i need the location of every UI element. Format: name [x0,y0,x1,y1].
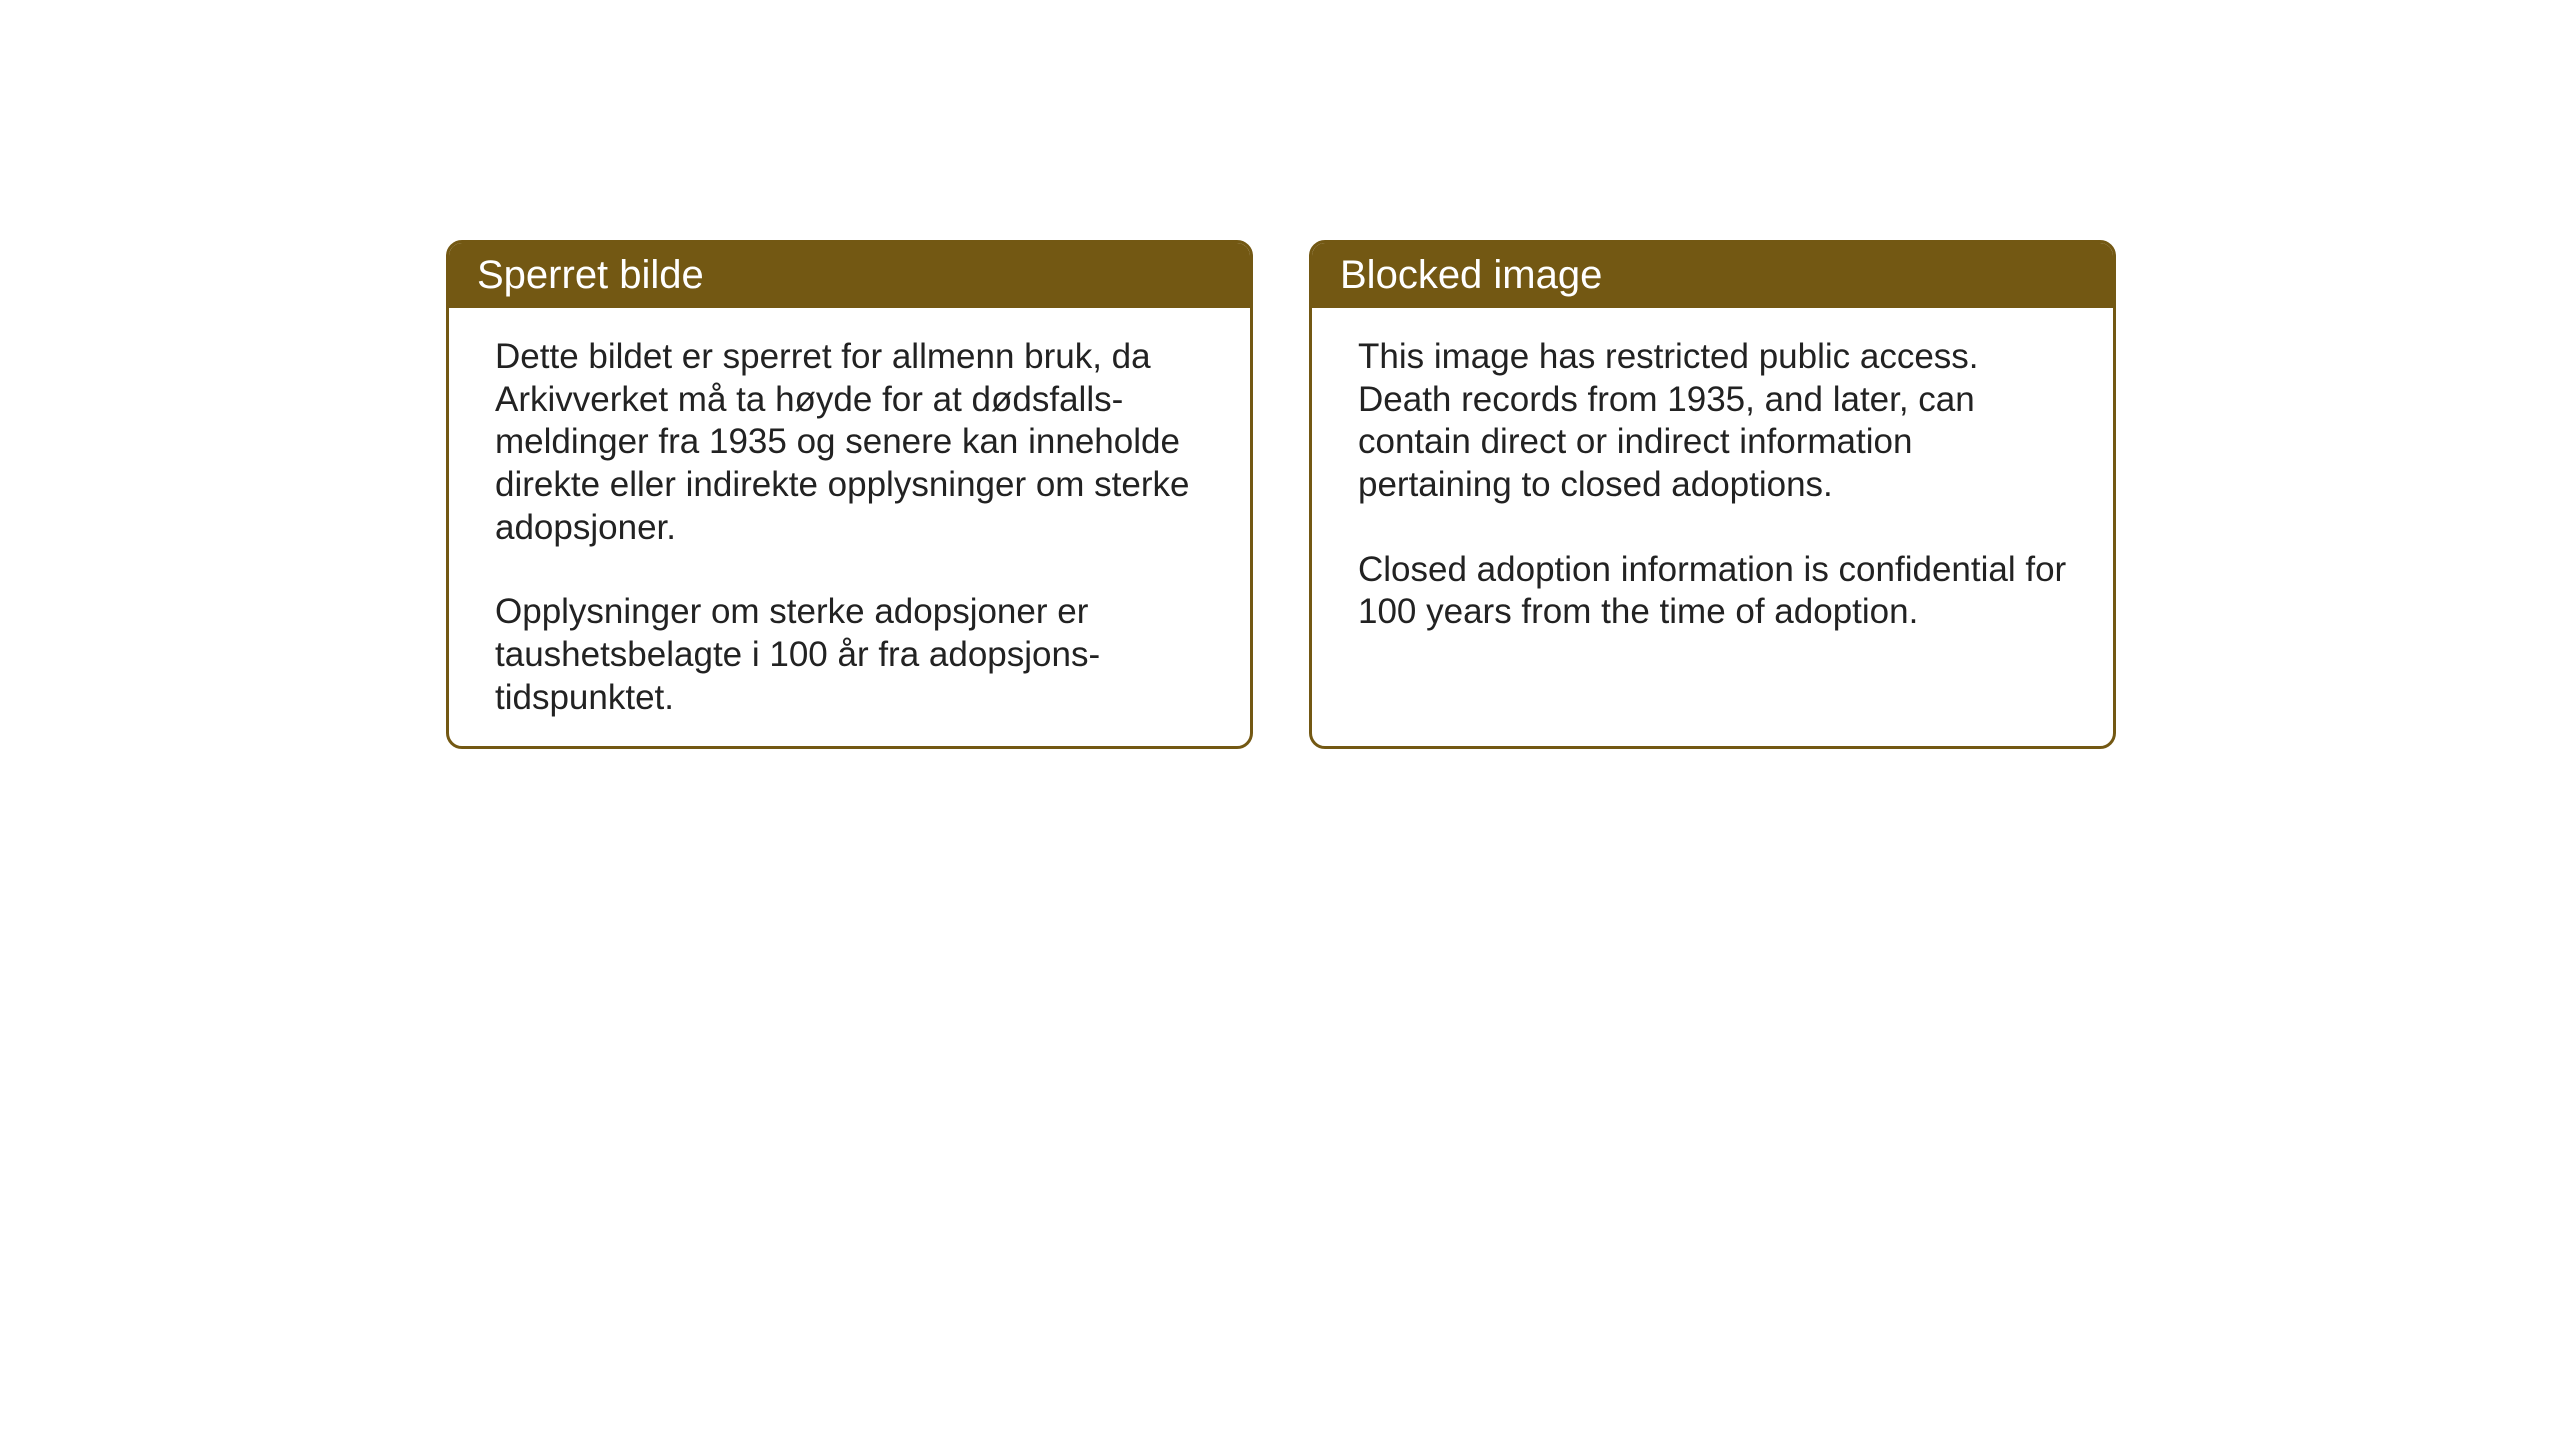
notice-paragraph-2-norwegian: Opplysninger om sterke adopsjoner er tau… [495,591,1204,719]
notice-header-english: Blocked image [1312,243,2113,308]
notice-card-english: Blocked image This image has restricted … [1309,240,2116,749]
notice-card-norwegian: Sperret bilde Dette bildet er sperret fo… [446,240,1253,749]
notice-title-english: Blocked image [1340,253,1602,297]
notice-title-norwegian: Sperret bilde [477,253,704,297]
notice-paragraph-1-norwegian: Dette bildet er sperret for allmenn bruk… [495,336,1204,549]
notice-container: Sperret bilde Dette bildet er sperret fo… [446,240,2116,749]
notice-paragraph-2-english: Closed adoption information is confident… [1358,549,2067,634]
notice-header-norwegian: Sperret bilde [449,243,1250,308]
notice-paragraph-1-english: This image has restricted public access.… [1358,336,2067,507]
notice-body-english: This image has restricted public access.… [1312,308,2113,662]
notice-body-norwegian: Dette bildet er sperret for allmenn bruk… [449,308,1250,748]
